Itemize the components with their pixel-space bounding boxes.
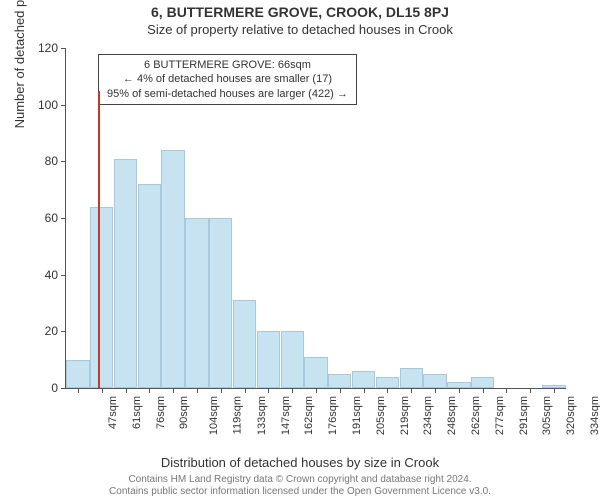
histogram-bar (400, 368, 423, 388)
annotation-line1: 6 BUTTERMERE GROVE: 66sqm (107, 58, 348, 72)
xtick-mark (364, 388, 365, 393)
histogram-bar (185, 218, 208, 388)
xtick-label: 305sqm (542, 396, 554, 435)
y-axis-label: Number of detached properties (12, 0, 27, 128)
xtick-mark (149, 388, 150, 393)
ytick-mark (61, 388, 66, 389)
ytick-mark (61, 331, 66, 332)
histogram-bar (471, 377, 494, 388)
histogram-bar (209, 218, 232, 388)
ytick-label: 60 (28, 211, 58, 225)
x-axis-label: Distribution of detached houses by size … (0, 455, 600, 470)
histogram-bar (376, 377, 399, 388)
xtick-label: 219sqm (399, 396, 411, 435)
xtick-mark (340, 388, 341, 393)
xtick-label: 234sqm (423, 396, 435, 435)
xtick-mark (268, 388, 269, 393)
xtick-label: 61sqm (131, 396, 143, 429)
histogram-bar (138, 184, 161, 388)
xtick-label: 119sqm (231, 396, 243, 434)
xtick-mark (435, 388, 436, 393)
histogram-bar (352, 371, 375, 388)
xtick-mark (483, 388, 484, 393)
histogram-bar (257, 331, 280, 388)
xtick-label: 262sqm (470, 396, 482, 435)
xtick-mark (316, 388, 317, 393)
footer-line2: Contains public sector information licen… (0, 486, 600, 498)
chart-title: 6, BUTTERMERE GROVE, CROOK, DL15 8PJ (0, 0, 600, 20)
xtick-mark (506, 388, 507, 393)
ytick-mark (61, 218, 66, 219)
histogram-bar (114, 159, 137, 389)
xtick-mark (387, 388, 388, 393)
xtick-label: 147sqm (280, 396, 292, 435)
ytick-mark (61, 48, 66, 49)
ytick-label: 80 (28, 154, 58, 168)
histogram-bar (66, 360, 89, 388)
xtick-label: 47sqm (107, 396, 119, 429)
xtick-label: 205sqm (375, 396, 387, 435)
annotation-line2: ← 4% of detached houses are smaller (17) (107, 72, 348, 86)
histogram-bar (161, 150, 184, 388)
ytick-mark (61, 105, 66, 106)
xtick-label: 90sqm (178, 396, 190, 429)
xtick-mark (554, 388, 555, 393)
histogram-bar (233, 300, 256, 388)
xtick-mark (459, 388, 460, 393)
footer: Contains HM Land Registry data © Crown c… (0, 474, 600, 498)
xtick-mark (411, 388, 412, 393)
ytick-label: 120 (28, 41, 58, 55)
xtick-mark (102, 388, 103, 393)
ytick-mark (61, 275, 66, 276)
footer-line1: Contains HM Land Registry data © Crown c… (0, 474, 600, 486)
xtick-label: 104sqm (208, 396, 220, 435)
xtick-mark (197, 388, 198, 393)
xtick-label: 248sqm (446, 396, 458, 435)
xtick-label: 334sqm (589, 396, 600, 435)
reference-marker-line (98, 91, 100, 389)
histogram-bar (304, 357, 327, 388)
xtick-label: 133sqm (256, 396, 268, 435)
xtick-mark (292, 388, 293, 393)
xtick-mark (245, 388, 246, 393)
ytick-label: 20 (28, 324, 58, 338)
xtick-label: 162sqm (304, 396, 316, 435)
ytick-label: 40 (28, 268, 58, 282)
xtick-label: 320sqm (565, 396, 577, 435)
annotation-box: 6 BUTTERMERE GROVE: 66sqm ← 4% of detach… (98, 54, 357, 105)
histogram-bar (90, 207, 113, 388)
xtick-mark (221, 388, 222, 393)
xtick-mark (78, 388, 79, 393)
ytick-label: 100 (28, 98, 58, 112)
histogram-bar (328, 374, 351, 388)
xtick-mark (126, 388, 127, 393)
chart-subtitle: Size of property relative to detached ho… (0, 22, 600, 37)
histogram-bar (281, 331, 304, 388)
xtick-label: 191sqm (351, 396, 363, 435)
xtick-mark (530, 388, 531, 393)
xtick-label: 277sqm (494, 396, 506, 435)
ytick-label: 0 (28, 381, 58, 395)
chart-plot-area: 6 BUTTERMERE GROVE: 66sqm ← 4% of detach… (65, 48, 566, 389)
histogram-bar (423, 374, 446, 388)
xtick-mark (173, 388, 174, 393)
xtick-label: 76sqm (155, 396, 167, 429)
xtick-label: 176sqm (327, 396, 339, 435)
ytick-mark (61, 161, 66, 162)
xtick-label: 291sqm (518, 396, 530, 435)
annotation-line3: 95% of semi-detached houses are larger (… (107, 87, 348, 101)
